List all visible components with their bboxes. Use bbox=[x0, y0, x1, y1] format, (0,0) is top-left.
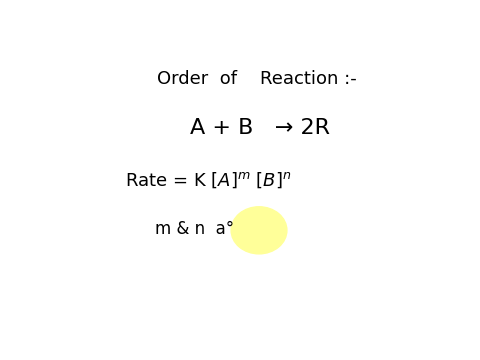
Text: Rate = K $[A]^m$ $[B]^n$: Rate = K $[A]^m$ $[B]^n$ bbox=[125, 171, 291, 190]
Text: A + B   → 2R: A + B → 2R bbox=[190, 118, 330, 138]
Ellipse shape bbox=[231, 207, 287, 254]
Text: m & n  a°: m & n a° bbox=[155, 220, 234, 238]
Text: Order  of    Reaction :-: Order of Reaction :- bbox=[157, 70, 357, 88]
